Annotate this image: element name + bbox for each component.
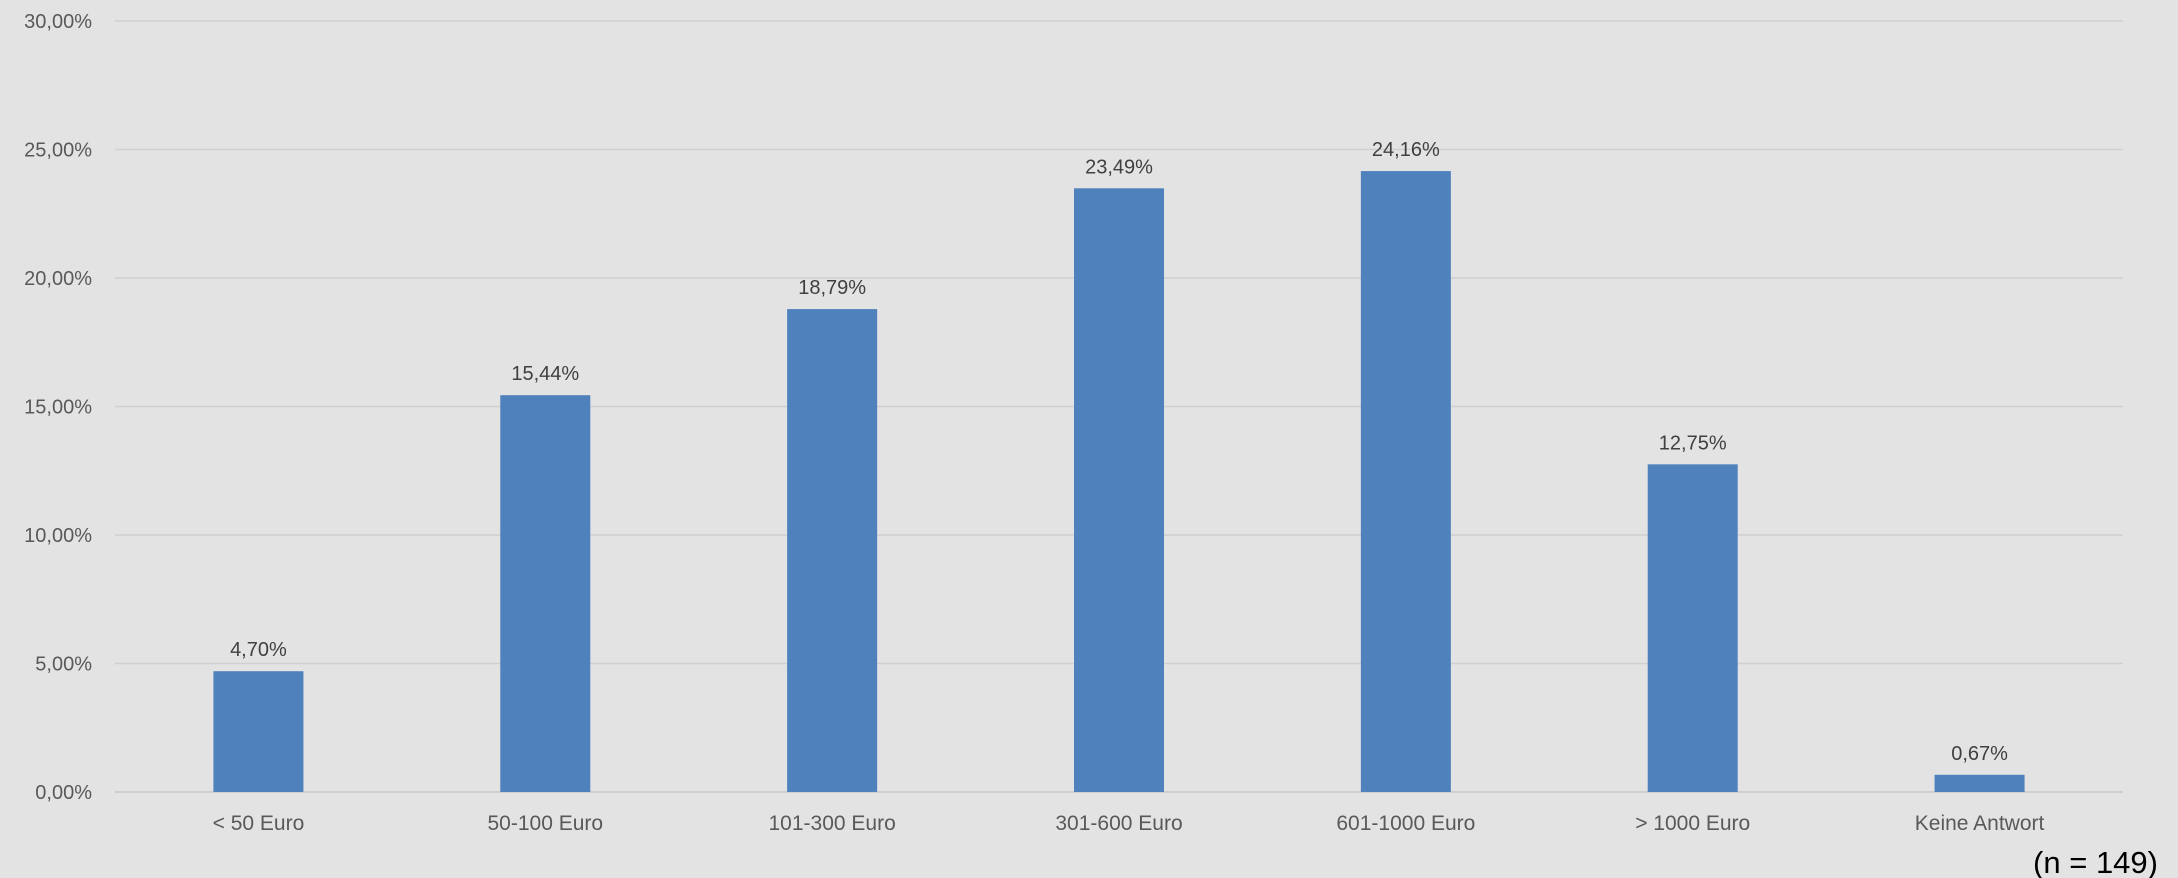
bar <box>1934 774 2025 792</box>
data-label: 23,49% <box>1085 156 1153 178</box>
bar <box>1647 464 1738 792</box>
x-axis-categories: < 50 Euro 50-100 Euro 101-300 Euro 301-600 … <box>213 812 2045 835</box>
data-label: 0,67% <box>1951 743 2008 765</box>
category-label: Keine Antwort <box>1915 812 2045 835</box>
y-tick-label: 5,00% <box>35 654 92 676</box>
y-tick-label: 10,00% <box>24 525 92 547</box>
bars-layer <box>213 171 2025 792</box>
data-label: 4,70% <box>230 639 287 661</box>
data-labels: 4,70% 15,44% 18,79% 23,49% 24,16% 12,75% 0,67% <box>230 139 2008 765</box>
y-axis-ticks: 0,00% 5,00% 10,00% 15,00% 20,00% 25,00% 30,00% <box>24 11 92 804</box>
category-label: 601-1000 Euro <box>1336 812 1475 835</box>
y-tick-label: 20,00% <box>24 268 92 290</box>
y-tick-label: 15,00% <box>24 397 92 419</box>
category-label: 101-300 Euro <box>769 812 896 835</box>
bar <box>500 395 591 792</box>
category-label: > 1000 Euro <box>1635 812 1750 835</box>
bar <box>787 309 878 792</box>
y-tick-label: 30,00% <box>24 11 92 33</box>
data-label: 15,44% <box>511 363 579 385</box>
y-tick-label: 0,00% <box>35 782 92 804</box>
category-label: 50-100 Euro <box>487 812 603 835</box>
category-label: < 50 Euro <box>213 812 305 835</box>
bar <box>1360 171 1451 792</box>
data-label: 12,75% <box>1659 432 1727 454</box>
category-label: 301-600 Euro <box>1055 812 1182 835</box>
sample-size-note: (n = 149) <box>2033 845 2158 878</box>
data-label: 18,79% <box>798 277 866 299</box>
y-tick-label: 25,00% <box>24 140 92 162</box>
data-label: 24,16% <box>1372 139 1440 161</box>
bar <box>1074 188 1164 792</box>
bar <box>213 671 304 792</box>
